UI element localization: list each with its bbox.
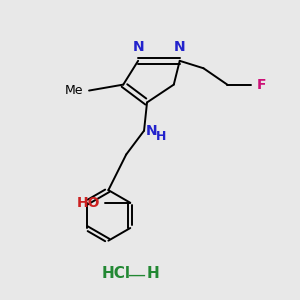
Text: N: N bbox=[174, 40, 185, 54]
Text: F: F bbox=[256, 78, 266, 92]
Text: N: N bbox=[146, 124, 157, 138]
Text: —: — bbox=[128, 265, 146, 283]
Text: H: H bbox=[147, 266, 159, 281]
Text: HCl: HCl bbox=[101, 266, 130, 281]
Text: Me: Me bbox=[64, 84, 83, 97]
Text: HO: HO bbox=[77, 196, 101, 210]
Text: H: H bbox=[156, 130, 166, 142]
Text: N: N bbox=[132, 40, 144, 54]
